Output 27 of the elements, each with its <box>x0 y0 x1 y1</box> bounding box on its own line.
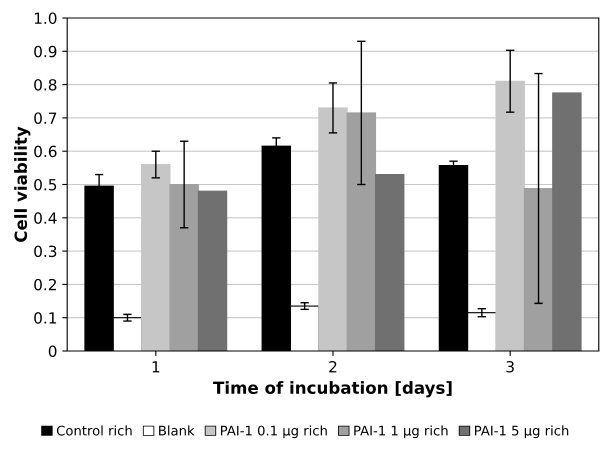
bar <box>552 92 582 351</box>
y-tick-label: 0 <box>48 345 56 358</box>
legend-label: Control rich <box>56 425 132 436</box>
legend-label: PAI-1 0.1 μg rich <box>220 425 327 438</box>
legend-label: PAI-1 1 μg rich <box>354 425 448 438</box>
bar <box>198 190 228 351</box>
y-tick-label: 1.0 <box>34 12 56 24</box>
x-axis-title: Time of incubation [days] <box>213 381 452 398</box>
x-tick-label: 1 <box>152 361 160 372</box>
bar <box>374 174 404 351</box>
y-tick-label: 0.8 <box>34 79 56 91</box>
y-tick-label: 0.2 <box>34 278 56 290</box>
y-tick-label: 0.7 <box>34 112 56 124</box>
y-tick-label: 0.9 <box>34 46 56 58</box>
y-tick-label: 0.1 <box>34 312 56 324</box>
legend-label: Blank <box>159 425 195 436</box>
bar <box>346 112 376 351</box>
legend-label: PAI-1 5 μg rich <box>475 425 568 438</box>
x-tick-label: 3 <box>506 360 514 373</box>
y-tick-label: 0.4 <box>34 212 57 224</box>
y-tick-label: 0.5 <box>34 178 56 191</box>
bar <box>169 184 199 351</box>
y-axis-title: Cell viability <box>14 126 30 242</box>
y-tick-label: 0.6 <box>34 146 57 158</box>
y-tick-label: 0.3 <box>34 246 56 258</box>
x-tick-label: 2 <box>329 360 336 372</box>
bar <box>524 188 554 351</box>
